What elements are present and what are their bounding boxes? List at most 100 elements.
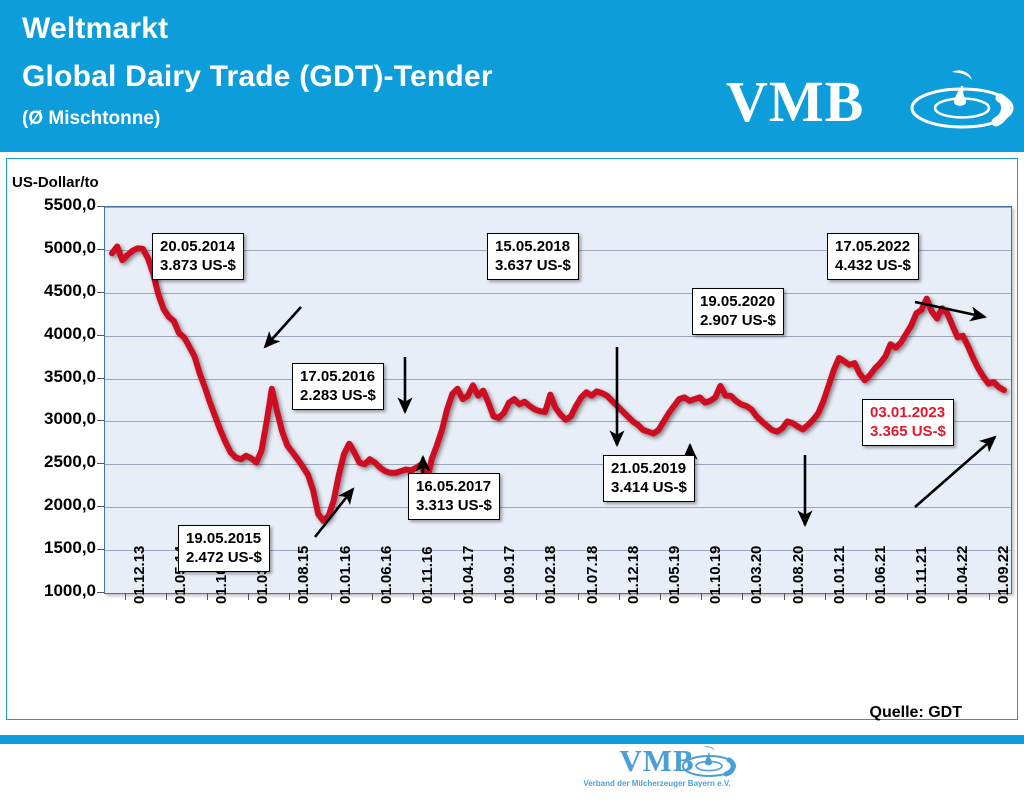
annotation-2017: 16.05.2017 3.313 US-$: [408, 473, 500, 521]
x-axis-tick-label: 01.12.13: [130, 545, 148, 604]
x-axis-tick-label: 01.04.22: [954, 545, 972, 604]
annotation-value: 2.283 US-$: [300, 387, 376, 405]
page-header: Weltmarkt Global Dairy Trade (GDT)-Tende…: [0, 0, 1024, 152]
vmb-watermark-subtitle: Verband der Milcherzeuger Bayern e.V.: [583, 779, 731, 788]
x-axis-tick: [454, 593, 456, 600]
y-axis-tick-label: 1500,0: [44, 538, 96, 558]
x-axis-tick: [536, 593, 538, 600]
y-axis-tick: [97, 377, 104, 379]
x-axis-tick: [948, 593, 950, 600]
milk-drop-ripple-icon: [910, 70, 1014, 129]
annotation-arrow: [313, 487, 355, 538]
gridline: [105, 378, 1011, 380]
gridline: [105, 207, 1011, 208]
annotation-date: 17.05.2022: [835, 238, 911, 255]
x-axis-tick: [330, 593, 332, 600]
annotation-date: 16.05.2017: [416, 478, 492, 495]
y-axis-tick-label: 4000,0: [44, 323, 96, 343]
annotation-2015: 19.05.2015 2.472 US-$: [178, 525, 270, 573]
annotation-2023: 03.01.2023 3.365 US-$: [862, 399, 954, 447]
y-axis-tick: [97, 291, 104, 293]
vmb-logo-text: VMB: [726, 69, 865, 134]
annotation-2014: 20.05.2014 3.873 US-$: [152, 233, 244, 281]
x-axis-tick: [289, 593, 291, 600]
page-subtitle-main: Global Dairy Trade (GDT)-Tender: [22, 60, 493, 93]
y-axis-tick: [97, 248, 104, 250]
annotation-value: 3.365 US-$: [870, 423, 946, 441]
x-axis-tick-label: 01.08.20: [789, 545, 807, 604]
gridline: [105, 335, 1011, 337]
vmb-watermark-text: VMB: [619, 743, 695, 778]
annotation-date: 17.05.2016: [300, 368, 376, 385]
gridline: [105, 464, 1011, 466]
annotation-2019: 21.05.2019 3.414 US-$: [603, 455, 695, 503]
annotation-date: 03.01.2023: [870, 404, 946, 421]
x-axis-tick: [865, 593, 867, 600]
x-axis-tick: [824, 593, 826, 600]
y-axis-tick-label: 1000,0: [44, 581, 96, 600]
y-axis-tick: [97, 549, 104, 551]
x-axis-tick: [783, 593, 785, 600]
watermark-milk-drop-icon: [682, 746, 736, 777]
x-axis-tick: [907, 593, 909, 600]
y-axis-tick: [97, 206, 104, 207]
x-axis-tick-label: 01.01.21: [830, 545, 848, 604]
annotation-arrows: [263, 300, 997, 538]
annotation-2020: 19.05.2020 2.907 US-$: [692, 288, 784, 336]
annotation-date: 21.05.2019: [611, 460, 687, 477]
x-axis-tick: [206, 593, 208, 600]
annotation-2016: 17.05.2016 2.283 US-$: [292, 363, 384, 411]
gridline: [105, 421, 1011, 423]
x-axis-tick: [371, 593, 373, 600]
x-axis-tick: [577, 593, 579, 600]
x-axis-tick: [701, 593, 703, 600]
y-axis-tick: [97, 506, 104, 508]
y-axis-tick-label: 3500,0: [44, 366, 96, 386]
x-axis-tick: [495, 593, 497, 600]
source-note: Quelle: GDT: [869, 704, 962, 721]
y-axis-tick-label: 2000,0: [44, 495, 96, 515]
series-path: [109, 243, 1007, 524]
annotation-date: 20.05.2014: [160, 238, 236, 255]
x-axis-tick-label: 01.07.18: [583, 545, 601, 604]
x-axis-tick: [659, 593, 661, 600]
series-line-gdt: [109, 243, 1007, 524]
x-axis-tick-label: 01.01.16: [336, 545, 354, 604]
annotation-date: 19.05.2015: [186, 530, 262, 547]
x-axis-tick-label: 01.08.15: [295, 545, 313, 604]
page-title: Weltmarkt: [22, 12, 169, 45]
x-axis-tick-label: 01.03.20: [748, 545, 766, 604]
x-axis-tick-label: 01.09.22: [995, 545, 1013, 604]
x-axis-tick-label: 01.06.21: [871, 545, 889, 604]
annotation-2018: 15.05.2018 3.637 US-$: [487, 233, 579, 281]
vmb-watermark: VMB Verband der Milcherzeuger Bayern e.V…: [567, 743, 747, 801]
y-axis-tick: [97, 420, 104, 422]
x-axis-tick: [989, 593, 991, 600]
vmb-logo: VMB: [706, 69, 1014, 142]
x-axis-tick-label: 01.05.19: [665, 545, 683, 604]
annotation-arrow: [914, 300, 988, 322]
x-axis-tick: [742, 593, 744, 600]
y-axis-title: US-Dollar/to: [12, 174, 99, 191]
y-axis-tick-label: 5000,0: [44, 237, 96, 257]
page-subtitle-secondary: (Ø Mischtonne): [22, 108, 161, 129]
x-axis-tick: [124, 593, 126, 600]
y-axis-tick-label: 5500,0: [44, 195, 96, 214]
y-axis-tick-label: 4500,0: [44, 280, 96, 300]
annotation-date: 19.05.2020: [700, 293, 776, 310]
x-axis-tick: [165, 593, 167, 600]
annotation-arrow: [914, 435, 997, 508]
annotation-value: 4.432 US-$: [835, 257, 911, 275]
gridline: [105, 550, 1011, 552]
annotation-value: 2.907 US-$: [700, 312, 776, 330]
x-axis-tick-label: 01.09.17: [501, 545, 519, 604]
y-axis-tick-label: 2500,0: [44, 452, 96, 472]
x-axis-tick-label: 01.11.16: [418, 546, 436, 604]
annotation-value: 3.414 US-$: [611, 479, 687, 497]
y-axis-tick: [97, 463, 104, 465]
x-axis-tick: [412, 593, 414, 600]
annotation-2022: 17.05.2022 4.432 US-$: [827, 233, 919, 281]
footer-bar: [0, 735, 1024, 744]
x-axis-tick-label: 01.11.21: [913, 546, 931, 604]
